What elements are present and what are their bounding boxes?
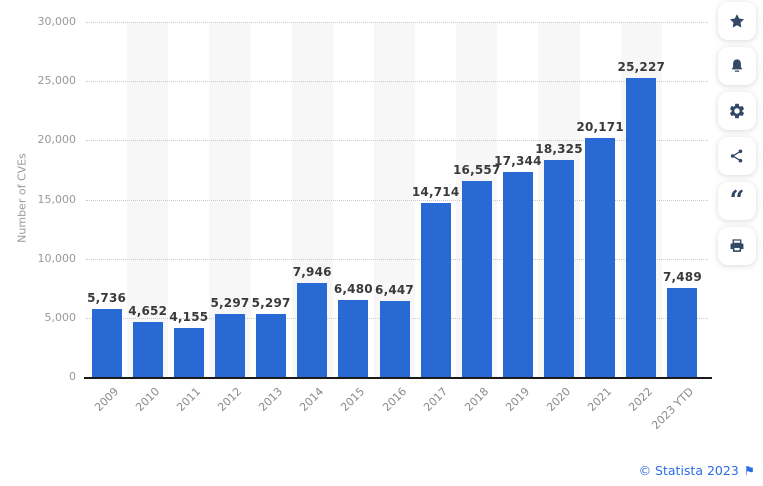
action-sidebar: “	[718, 2, 756, 265]
share-button[interactable]	[718, 137, 756, 175]
cite-button[interactable]: “	[718, 182, 756, 220]
y-axis-tick-label: 20,000	[37, 133, 77, 147]
gridline	[86, 258, 708, 260]
bar-value-label: 25,227	[617, 60, 666, 75]
bar-value-label: 7,489	[662, 270, 702, 285]
favorite-button[interactable]	[718, 2, 756, 40]
bar-2011[interactable]	[173, 327, 204, 377]
footer: © Statista 2023 ⚑	[639, 463, 755, 478]
printer-icon	[730, 239, 744, 252]
gear-icon	[729, 103, 745, 119]
y-axis-tick-label: 5,000	[44, 310, 77, 324]
bar-2013[interactable]	[256, 314, 287, 377]
gridline	[86, 199, 708, 201]
gridline	[86, 140, 708, 142]
bar-value-label: 6,480	[333, 282, 373, 297]
bar-value-label: 20,171	[576, 120, 624, 135]
bar-value-label: 6,447	[375, 282, 414, 297]
bar-2023-ytd[interactable]	[667, 288, 698, 377]
bar-value-label: 17,344	[494, 153, 542, 168]
settings-button[interactable]	[718, 92, 756, 130]
bar-2021[interactable]	[585, 138, 616, 377]
bar-2012[interactable]	[214, 314, 245, 377]
quote-icon: “	[729, 186, 745, 216]
bar-2010[interactable]	[132, 321, 163, 377]
bell-icon	[731, 59, 743, 72]
bar-value-label: 16,557	[453, 163, 501, 178]
bar-value-label: 4,652	[128, 303, 168, 318]
y-axis-tick-label: 15,000	[37, 192, 77, 206]
gridline	[86, 22, 708, 23]
bar-value-label: 5,297	[251, 296, 291, 311]
plot-area: 5,736 4,652 4,155 5,297 5,297 7,946 6,480 6,447…	[86, 22, 708, 377]
print-button[interactable]	[718, 227, 756, 265]
statista-copyright-link[interactable]: © Statista 2023 ⚑	[639, 463, 755, 478]
flag-icon: ⚑	[743, 463, 755, 478]
bar-value-label: 5,297	[210, 296, 250, 311]
bar-2019[interactable]	[502, 171, 533, 377]
bar-2020[interactable]	[544, 160, 575, 377]
y-axis-tick-label: 25,000	[37, 74, 77, 88]
bar-value-label: 5,736	[87, 291, 127, 306]
alert-button[interactable]	[718, 47, 756, 85]
bar-2014[interactable]	[297, 282, 328, 377]
share-icon	[730, 149, 743, 163]
bar-value-label: 7,946	[292, 264, 332, 279]
x-axis-line	[84, 377, 712, 379]
bar-2022[interactable]	[626, 78, 657, 377]
y-axis-tick-label: 0	[69, 370, 76, 383]
bar-2017[interactable]	[420, 202, 451, 377]
bar-value-label: 18,325	[535, 142, 583, 157]
gridline	[86, 81, 708, 83]
bar-value-label: 14,714	[411, 184, 460, 199]
bar-value-label: 4,155	[169, 309, 209, 324]
y-axis-tick-label: 30,000	[37, 15, 77, 28]
copyright-text: © Statista 2023	[638, 463, 739, 478]
star-icon	[729, 14, 745, 28]
bar-2015[interactable]	[338, 300, 369, 377]
bar-2018[interactable]	[461, 181, 492, 377]
bar-2009[interactable]	[91, 309, 122, 377]
bar-2016[interactable]	[379, 300, 410, 377]
y-axis-tick-label: 10,000	[37, 251, 77, 265]
